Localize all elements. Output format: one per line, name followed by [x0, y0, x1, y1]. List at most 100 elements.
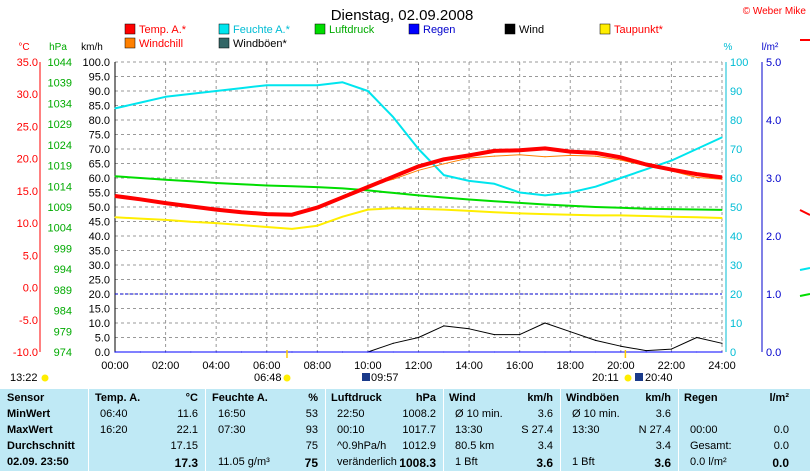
time-tick-8: 16:00 — [506, 360, 534, 372]
stat-cell-temp-val-1: 22.1 — [176, 424, 198, 436]
series-point-luftdruck-3 — [190, 180, 192, 182]
series-point-taupunkt-5 — [240, 224, 243, 226]
pct-tick-7: 30 — [730, 260, 742, 272]
kmh-tick-7: 65.0 — [89, 159, 110, 171]
copyright-link[interactable]: © Weber Mike — [743, 6, 807, 17]
series-point-taupunkt-10 — [367, 209, 369, 211]
c-tick-6: 5.0 — [23, 250, 38, 262]
series-point-wind-18 — [569, 331, 571, 333]
series-point-wind-11 — [392, 342, 394, 344]
series-point-taupunkt-6 — [266, 226, 268, 228]
series-point-temp-a-15 — [493, 150, 495, 152]
series-point-feuchte-a-22 — [670, 160, 673, 162]
series-point-feuchte-a-14 — [468, 180, 470, 182]
series-point-luftdruck-18 — [569, 205, 571, 207]
stat-cell-rain-val-2: 0.0 — [773, 440, 789, 452]
header-pressure-unit: hPa — [415, 392, 436, 404]
rain-tick-5: 0.0 — [766, 347, 781, 359]
stat-cell-rain-time-1: 00:00 — [690, 424, 718, 436]
series-point-regen-19 — [594, 351, 597, 353]
series-point-wind-24 — [721, 342, 723, 344]
moonrise-icon — [362, 373, 370, 381]
series-point-temp-a-0 — [114, 195, 116, 197]
time-tick-12: 24:00 — [708, 360, 736, 372]
stat-cell-gust-val-2: 3.4 — [655, 440, 671, 452]
series-point-luftdruck-23 — [696, 208, 698, 211]
series-point-feuchte-a-1 — [139, 102, 141, 104]
series-point-wind-17 — [544, 322, 546, 324]
series-point-regen-6 — [266, 351, 268, 353]
series-point-wind-22 — [670, 348, 673, 350]
pct-tick-10: 0 — [730, 347, 736, 359]
hpa-tick-3: 1029 — [48, 119, 72, 131]
kmh-tick-6: 70.0 — [89, 144, 110, 156]
kmh-tick-18: 10.0 — [89, 318, 110, 330]
kmh-tick-12: 40.0 — [89, 231, 110, 243]
c-tick-9: -10.0 — [13, 347, 38, 359]
series-point-luftdruck-9 — [342, 187, 344, 189]
series-point-feuchte-a-10 — [367, 90, 369, 92]
c-tick-8: -5.0 — [19, 315, 38, 327]
series-point-taupunkt-3 — [190, 221, 192, 223]
moonrise-time: 09:57 — [371, 372, 399, 384]
series-point-luftdruck-0 — [114, 175, 116, 177]
stat-cell-temp-time-0: 06:40 — [100, 408, 128, 420]
pct-tick-1: 90 — [730, 86, 742, 98]
series-point-temp-a-11 — [392, 176, 394, 178]
series-point-regen-24 — [721, 351, 723, 353]
time-tick-6: 12:00 — [405, 360, 433, 372]
series-point-regen-7 — [291, 351, 293, 353]
series-point-windchill-18 — [569, 154, 571, 156]
rain-tick-1: 4.0 — [766, 115, 781, 127]
stat-cell-press-time-3: veränderlich — [337, 456, 397, 468]
series-point-wind-20 — [620, 345, 622, 347]
stat-cell-wind-label-0: Ø 10 min. — [455, 408, 503, 420]
kmh-tick-13: 35.0 — [89, 246, 110, 258]
hpa-tick-14: 974 — [54, 347, 72, 359]
series-point-feuchte-a-19 — [594, 186, 597, 188]
time-axis: 00:00 02:00 04:00 06:00 08:00 10:00 12:00 14:00… — [101, 360, 736, 372]
moonset-time: 20:40 — [645, 372, 673, 384]
series-point-regen-20 — [620, 351, 622, 353]
stat-cell-temp-val-3: 17.3 — [174, 456, 198, 470]
sunset-time: 20:11 — [592, 372, 619, 384]
stat-cell-wind-val-1: S 27.4 — [521, 424, 553, 436]
hpa-tick-7: 1009 — [48, 202, 72, 214]
pct-tick-0: 100 — [730, 57, 748, 69]
right-edge-fragments — [799, 39, 810, 297]
hpa-tick-12: 984 — [54, 306, 72, 318]
series-point-wind-12 — [417, 336, 420, 339]
pct-tick-9: 10 — [730, 318, 742, 330]
series-point-taupunkt-14 — [468, 210, 470, 212]
c-tick-5: 10.0 — [17, 218, 38, 230]
stat-cell-rain-val-3: 0.0 — [772, 456, 789, 470]
series-point-regen-1 — [139, 351, 141, 353]
stat-cell-gust-label-0: Ø 10 min. — [572, 408, 620, 420]
series-point-luftdruck-19 — [594, 206, 597, 208]
series-point-feuchte-a-2 — [165, 96, 167, 98]
legend-swatch-0 — [124, 23, 136, 35]
c-tick-0: 35.0 — [17, 57, 38, 69]
series-point-luftdruck-2 — [165, 179, 167, 181]
series-point-temp-a-10 — [367, 186, 369, 188]
kmh-tick-5: 75.0 — [89, 130, 110, 142]
c-axis: 35.0 30.0 25.0 20.0 15.0 10.0 5.0 0.0 -5.0 -10.0 — [13, 57, 41, 359]
legend-swatch-4 — [504, 23, 516, 35]
kmh-axis-unit: km/h — [81, 42, 103, 53]
rain-tick-4: 1.0 — [766, 289, 781, 301]
header-rain: Regen — [684, 392, 718, 404]
kmh-tick-1: 95.0 — [89, 72, 110, 84]
series-point-temp-a-22 — [670, 169, 673, 171]
series-point-windchill-16 — [519, 154, 521, 156]
series-point-luftdruck-20 — [620, 207, 622, 209]
series-point-feuchte-a-0 — [114, 107, 116, 109]
kmh-tick-11: 45.0 — [89, 217, 110, 229]
c-axis-unit: °C — [18, 42, 29, 53]
kmh-tick-10: 50.0 — [89, 202, 110, 214]
series-point-feuchte-a-20 — [620, 177, 622, 179]
series-point-luftdruck-12 — [417, 194, 420, 196]
stat-cell-press-val-0: 1008.2 — [402, 408, 436, 420]
stat-cell-wind-label-1: 13:30 — [455, 424, 483, 436]
pct-axis-unit: % — [724, 42, 733, 53]
